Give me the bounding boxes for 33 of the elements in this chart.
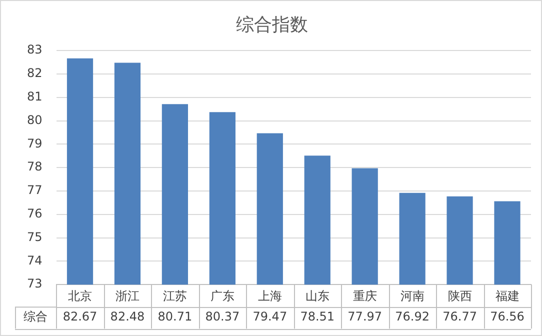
y-tick-label: 78	[26, 160, 42, 174]
x-tick-label: 上海	[258, 288, 282, 303]
data-label: 76.92	[395, 310, 430, 324]
x-tick-label: 重庆	[352, 288, 377, 303]
x-tick-label: 广东	[210, 288, 234, 303]
data-label: 82.48	[110, 310, 145, 324]
data-label: 76.77	[442, 310, 477, 324]
y-tick-label: 73	[26, 276, 42, 291]
data-label: 76.56	[490, 310, 524, 324]
x-tick-label: 山东	[305, 288, 330, 303]
x-tick-label: 福建	[495, 288, 520, 303]
y-tick-label: 76	[26, 206, 42, 221]
data-label: 82.67	[62, 310, 98, 324]
x-tick-label: 江苏	[162, 288, 187, 303]
y-tick-label: 77	[26, 183, 42, 198]
data-label: 77.97	[348, 310, 382, 324]
x-tick-label: 河南	[400, 288, 424, 303]
data-label: 80.37	[205, 310, 240, 324]
y-tick-label: 79	[26, 136, 42, 150]
data-label: 80.71	[158, 310, 192, 324]
y-tick-label: 80	[26, 112, 42, 127]
series-label: 综合	[24, 310, 48, 324]
x-tick-label: 浙江	[115, 288, 140, 303]
y-tick-label: 83	[26, 42, 42, 57]
data-label: 79.47	[252, 310, 288, 324]
y-tick-label: 81	[26, 90, 42, 104]
y-tick-label: 74	[26, 253, 42, 268]
data-label: 78.51	[300, 310, 335, 324]
chart-title: 综合指数	[236, 14, 308, 36]
y-tick-label: 82	[26, 66, 42, 80]
y-tick-label: 75	[26, 230, 42, 244]
x-tick-label: 北京	[68, 288, 92, 303]
x-tick-label: 陕西	[448, 288, 472, 303]
